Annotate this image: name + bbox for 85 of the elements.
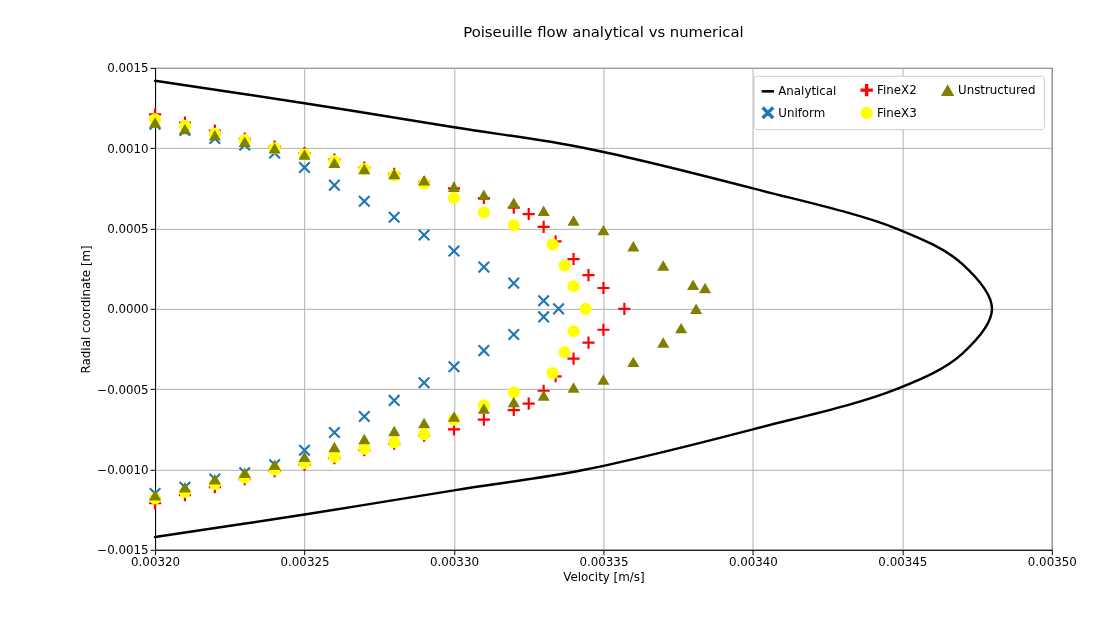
point <box>507 277 520 290</box>
point <box>358 195 371 208</box>
point <box>507 197 520 209</box>
point <box>447 244 461 258</box>
point <box>418 376 431 389</box>
point <box>537 205 550 217</box>
legend-label: Uniform <box>778 105 826 120</box>
point <box>687 279 700 290</box>
point <box>447 411 461 422</box>
point <box>298 451 311 462</box>
point <box>418 417 431 429</box>
x-axis-title: Velocity [m/s] <box>563 569 645 584</box>
y-axis-title: Radial coordinate [m] <box>79 245 94 374</box>
y-tick-label: 0.0010 <box>107 141 149 156</box>
point <box>582 336 595 349</box>
x-tick-label: 0.00320 <box>131 555 181 570</box>
point <box>418 228 431 241</box>
point <box>328 179 341 192</box>
point <box>507 386 520 399</box>
point <box>597 281 610 295</box>
point <box>579 302 592 315</box>
point <box>567 280 580 293</box>
x-tick-label: 0.00330 <box>429 555 479 570</box>
point <box>567 215 580 226</box>
point <box>328 426 341 439</box>
point <box>567 325 580 338</box>
point <box>507 219 520 232</box>
point <box>597 374 610 385</box>
point <box>552 302 565 315</box>
point <box>477 189 490 201</box>
point <box>675 322 688 334</box>
point <box>627 240 640 252</box>
point <box>597 224 610 236</box>
point <box>477 403 490 414</box>
legend-label: Unstructured <box>957 83 1036 98</box>
point <box>558 346 571 359</box>
point <box>298 161 311 174</box>
point <box>567 352 580 365</box>
point <box>522 397 535 410</box>
x-tick-label: 0.00350 <box>1027 555 1077 570</box>
point <box>388 394 401 407</box>
point <box>477 344 490 357</box>
point <box>447 360 461 373</box>
point <box>537 310 550 323</box>
x-tick-label: 0.00335 <box>579 555 629 570</box>
x-tick-label: 0.00340 <box>728 555 778 570</box>
point <box>522 208 535 221</box>
point <box>447 191 461 205</box>
y-tick-label: 0.0000 <box>107 302 149 317</box>
point <box>558 259 571 272</box>
legend-label: FineX2 <box>877 83 917 98</box>
point <box>582 269 595 282</box>
point <box>537 294 550 307</box>
legend-label: FineX3 <box>877 105 917 120</box>
point <box>537 220 550 233</box>
chart-title: Poiseuille flow analytical vs numerical <box>463 23 744 41</box>
y-tick-label: −0.0010 <box>97 462 149 477</box>
point <box>477 206 490 219</box>
point <box>507 396 520 408</box>
point <box>358 410 371 423</box>
point <box>597 323 610 336</box>
point <box>618 302 631 315</box>
y-tick-label: 0.0005 <box>107 221 149 236</box>
y-tick-label: 0.0015 <box>107 61 149 76</box>
point <box>507 328 520 341</box>
point <box>388 211 401 224</box>
point <box>537 390 550 401</box>
point <box>657 260 670 271</box>
point <box>298 444 311 457</box>
y-tick-label: −0.0005 <box>97 382 149 397</box>
point <box>657 337 670 348</box>
point <box>699 282 712 294</box>
legend-label: Analytical <box>778 84 837 99</box>
point <box>567 382 580 393</box>
point <box>477 413 490 426</box>
point <box>690 303 703 315</box>
y-tick-label: −0.0015 <box>97 543 149 558</box>
point <box>567 253 580 266</box>
point <box>477 261 490 274</box>
point <box>388 425 401 437</box>
point <box>627 356 640 368</box>
point <box>358 433 371 445</box>
x-tick-label: 0.00325 <box>280 555 330 570</box>
x-tick-label: 0.00345 <box>878 555 928 570</box>
point <box>328 441 341 453</box>
